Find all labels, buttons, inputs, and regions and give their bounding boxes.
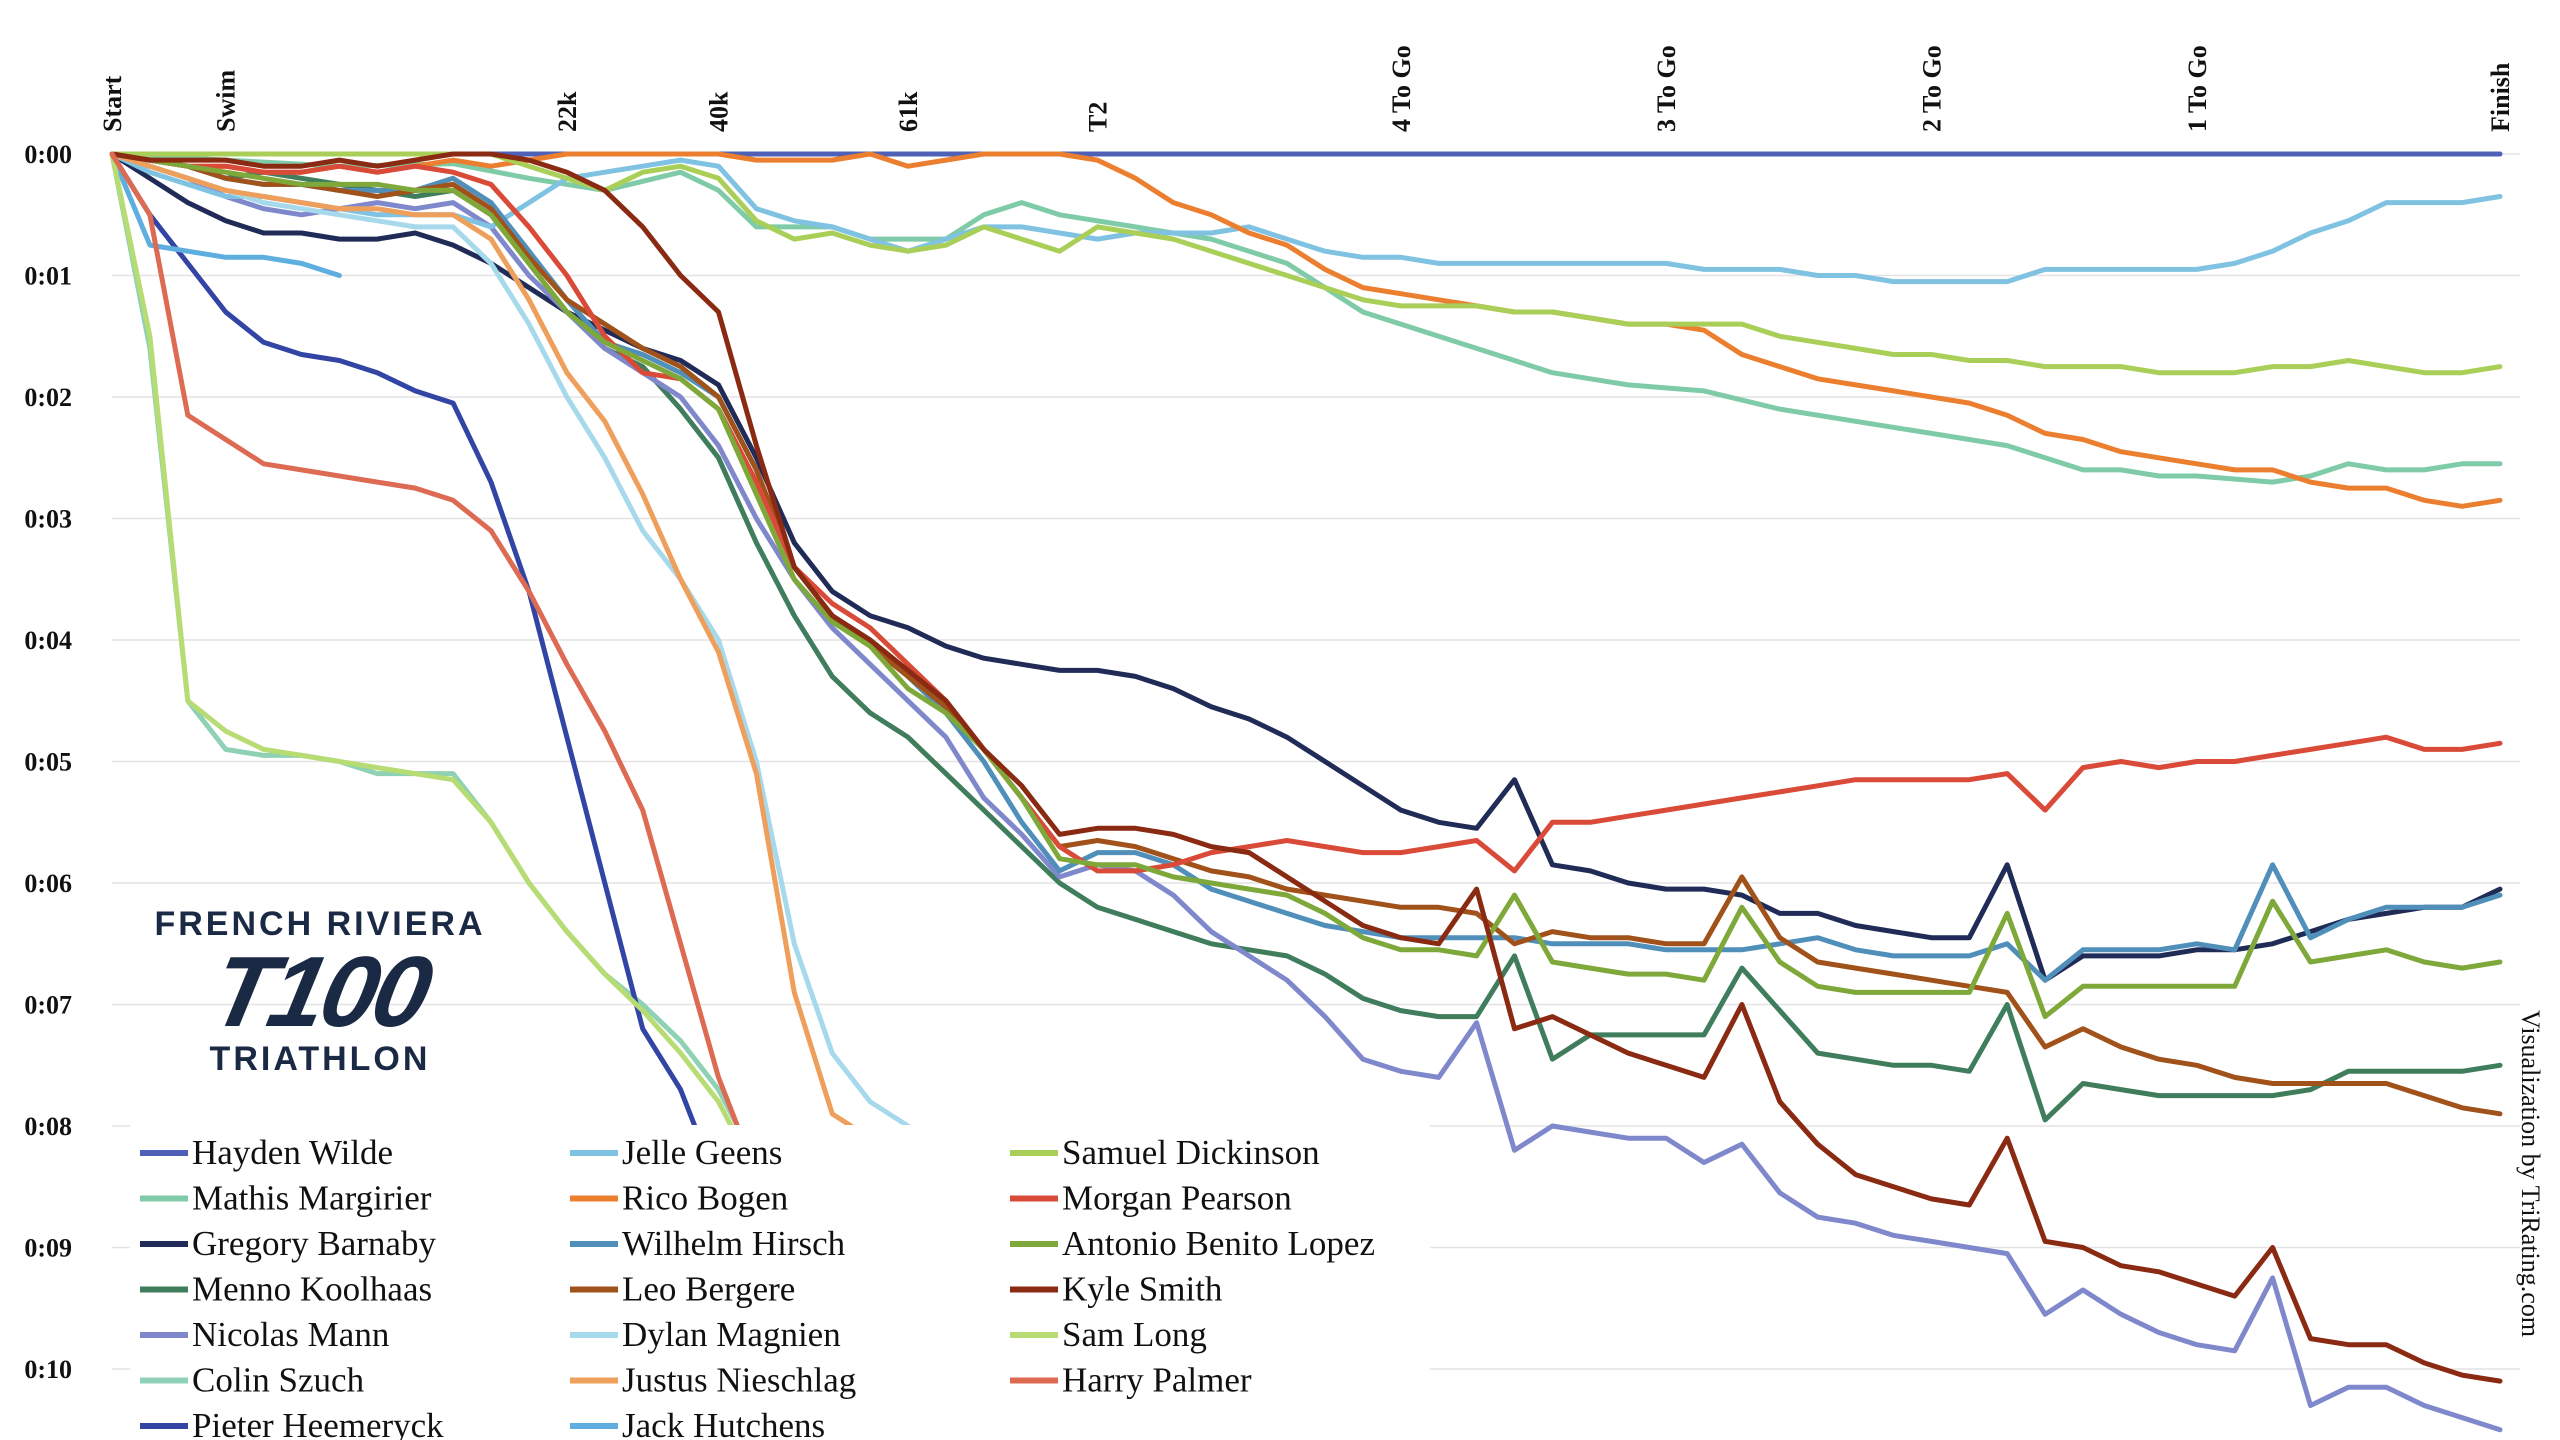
x-marker-label: 4 To Go bbox=[1387, 45, 1416, 132]
legend-label: Wilhelm Hirsch bbox=[622, 1224, 846, 1263]
logo-line-3: TRIATHLON bbox=[209, 1040, 431, 1078]
y-tick-label: 0:03 bbox=[24, 505, 72, 534]
y-tick-label: 0:05 bbox=[24, 748, 72, 777]
legend-label: Leo Bergere bbox=[622, 1270, 795, 1309]
legend-label: Colin Szuch bbox=[192, 1361, 365, 1400]
legend-label: Nicolas Mann bbox=[192, 1315, 389, 1354]
x-marker-label: T2 bbox=[1084, 102, 1113, 132]
x-axis-markers: Start Swim 22k 40k 61k T2 4 To Go 3 To Go 2 To G… bbox=[98, 45, 2515, 132]
series-line bbox=[109, 151, 2503, 485]
series-line bbox=[109, 151, 759, 1178]
x-marker-label: 1 To Go bbox=[2183, 45, 2212, 132]
legend-label: Menno Koolhaas bbox=[192, 1270, 432, 1309]
series-line bbox=[109, 151, 721, 1190]
legend-label: Rico Bogen bbox=[622, 1179, 788, 1218]
legend: Hayden Wilde Mathis Margirier Gregory Barn… bbox=[140, 1133, 1375, 1440]
y-tick-label: 0:04 bbox=[24, 626, 72, 655]
series-line bbox=[109, 151, 2503, 983]
series-line bbox=[109, 151, 2503, 1384]
event-logo: FRENCH RIVIERA T100 TRIATHLON bbox=[110, 905, 530, 1105]
logo-line-1: FRENCH RIVIERA bbox=[154, 905, 486, 943]
x-marker-label: 61k bbox=[894, 91, 923, 132]
legend-background bbox=[130, 1125, 1430, 1440]
series-line bbox=[109, 151, 2503, 874]
y-tick-label: 0:09 bbox=[24, 1234, 72, 1263]
series-line bbox=[109, 151, 2503, 1433]
y-tick-label: 0:01 bbox=[24, 262, 72, 291]
y-axis-ticks: 0:00 0:01 0:02 0:03 0:04 0:05 0:06 0:07 0:08 0:09… bbox=[24, 140, 72, 1384]
series-lines bbox=[109, 151, 2503, 1433]
legend-label: Hayden Wilde bbox=[192, 1133, 393, 1172]
series-line bbox=[109, 151, 342, 278]
y-tick-label: 0:07 bbox=[24, 991, 72, 1020]
legend-label: Kyle Smith bbox=[1062, 1270, 1223, 1309]
series-line bbox=[109, 151, 759, 1178]
legend-label: Harry Palmer bbox=[1062, 1361, 1252, 1400]
series-line bbox=[109, 151, 2503, 1117]
y-tick-label: 0:08 bbox=[24, 1112, 72, 1141]
y-tick-label: 0:00 bbox=[24, 140, 72, 169]
series-line bbox=[109, 151, 2503, 1020]
legend-label: Mathis Margirier bbox=[192, 1179, 432, 1218]
series-line bbox=[109, 151, 2503, 509]
legend-label: Morgan Pearson bbox=[1062, 1179, 1292, 1218]
legend-label: Gregory Barnaby bbox=[192, 1224, 436, 1263]
legend-label: Jack Hutchens bbox=[622, 1406, 825, 1440]
y-tick-label: 0:10 bbox=[24, 1355, 72, 1384]
series-line bbox=[109, 151, 2503, 376]
x-marker-label: Swim bbox=[212, 70, 241, 132]
legend-label: Dylan Magnien bbox=[622, 1315, 841, 1354]
x-marker-label: 2 To Go bbox=[1917, 45, 1946, 132]
credit-text: Visualization by TriRating.com bbox=[2516, 1010, 2545, 1338]
series-line bbox=[109, 151, 911, 1129]
y-tick-label: 0:02 bbox=[24, 383, 72, 412]
series-line bbox=[109, 151, 873, 1141]
legend-label: Sam Long bbox=[1062, 1315, 1207, 1354]
x-marker-label: Finish bbox=[2486, 62, 2515, 132]
legend-label: Jelle Geens bbox=[622, 1133, 782, 1172]
x-marker-label: Start bbox=[98, 75, 127, 132]
legend-label: Samuel Dickinson bbox=[1062, 1133, 1320, 1172]
series-line bbox=[109, 151, 759, 1165]
legend-label: Justus Nieschlag bbox=[622, 1361, 856, 1400]
legend-label: Antonio Benito Lopez bbox=[1062, 1224, 1375, 1263]
x-marker-label: 40k bbox=[704, 91, 733, 132]
series-line bbox=[109, 151, 2503, 285]
x-marker-label: 22k bbox=[553, 91, 582, 132]
x-marker-label: 3 To Go bbox=[1652, 45, 1681, 132]
logo-line-2: T100 bbox=[202, 936, 438, 1048]
series-line bbox=[109, 151, 2503, 983]
legend-label: Pieter Heemeryck bbox=[192, 1406, 444, 1440]
y-tick-label: 0:06 bbox=[24, 869, 72, 898]
